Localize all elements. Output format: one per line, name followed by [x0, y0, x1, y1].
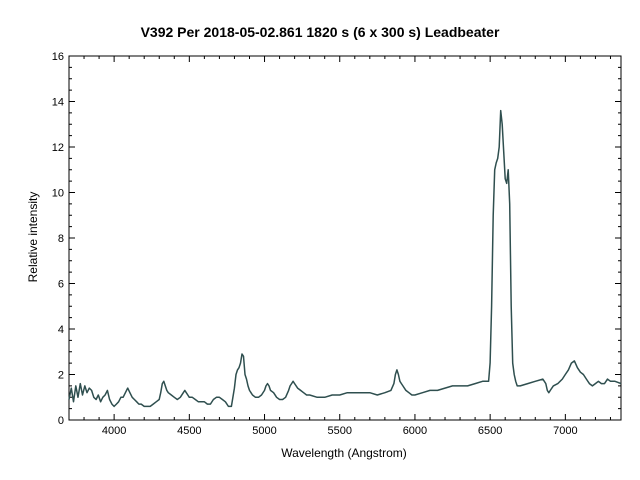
y-tick-label: 14	[52, 97, 64, 109]
y-axis-label: Relative intensity	[26, 192, 40, 283]
y-tick-label: 10	[52, 188, 64, 200]
x-tick-label: 4500	[177, 425, 201, 437]
y-tick-label: 6	[58, 279, 64, 291]
x-tick-label: 7000	[553, 425, 577, 437]
chart-title: V392 Per 2018-05-02.861 1820 s (6 x 300 …	[141, 24, 500, 40]
x-tick-label: 5500	[327, 425, 351, 437]
y-tick-label: 0	[58, 415, 64, 427]
spectrum-line	[68, 109, 622, 408]
y-tick-label: 4	[58, 324, 64, 336]
y-tick-label: 16	[52, 51, 64, 63]
y-tick-label: 2	[58, 370, 64, 382]
x-tick-label: 5000	[252, 425, 276, 437]
x-axis-label: Wavelength (Angstrom)	[281, 446, 407, 460]
x-tick-label: 6000	[403, 425, 427, 437]
y-tick-label: 12	[52, 142, 64, 154]
plot-area: 4000 4500 5000 5500 6000 6500 7000 0 2 4 6 8 10 12 14 1…	[52, 51, 622, 437]
x-tick-label: 4000	[102, 425, 126, 437]
x-tick-label: 6500	[478, 425, 502, 437]
y-tick-label: 8	[58, 233, 64, 245]
